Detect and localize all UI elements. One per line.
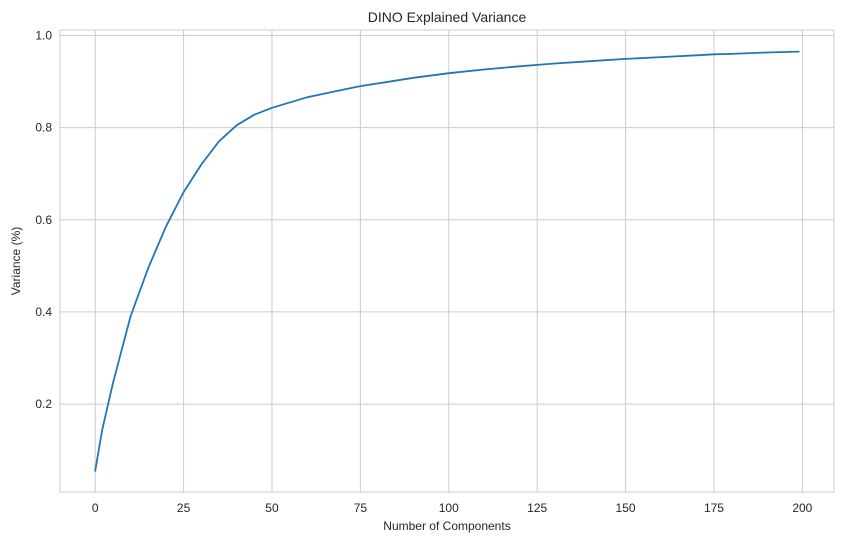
x-tick-label: 125	[527, 501, 547, 515]
x-tick-labels: 0 25 50 75 100 125 150 175 200	[92, 501, 813, 515]
chart-title: DINO Explained Variance	[368, 9, 527, 25]
series-line	[94, 50, 800, 472]
y-axis-label: Variance (%)	[9, 227, 23, 295]
x-tick-label: 150	[616, 501, 636, 515]
grid	[60, 30, 834, 492]
x-tick-label: 175	[704, 501, 724, 515]
y-tick-label: 1.0	[35, 28, 52, 42]
x-tick-label: 75	[354, 501, 368, 515]
y-tick-label: 0.4	[35, 305, 52, 319]
plot-frame	[59, 29, 835, 493]
x-tick-label: 25	[177, 501, 191, 515]
y-tick-labels: 0.2 0.4 0.6 0.8 1.0	[35, 28, 52, 411]
y-tick-label: 0.6	[35, 213, 52, 227]
x-tick-label: 200	[792, 501, 812, 515]
y-tick-label: 0.8	[35, 121, 52, 135]
x-tick-label: 50	[265, 501, 279, 515]
y-tick-label: 0.2	[35, 397, 52, 411]
x-axis-label: Number of Components	[383, 519, 510, 533]
series-group	[94, 50, 800, 472]
x-tick-label: 0	[92, 501, 99, 515]
x-tick-label: 100	[439, 501, 459, 515]
